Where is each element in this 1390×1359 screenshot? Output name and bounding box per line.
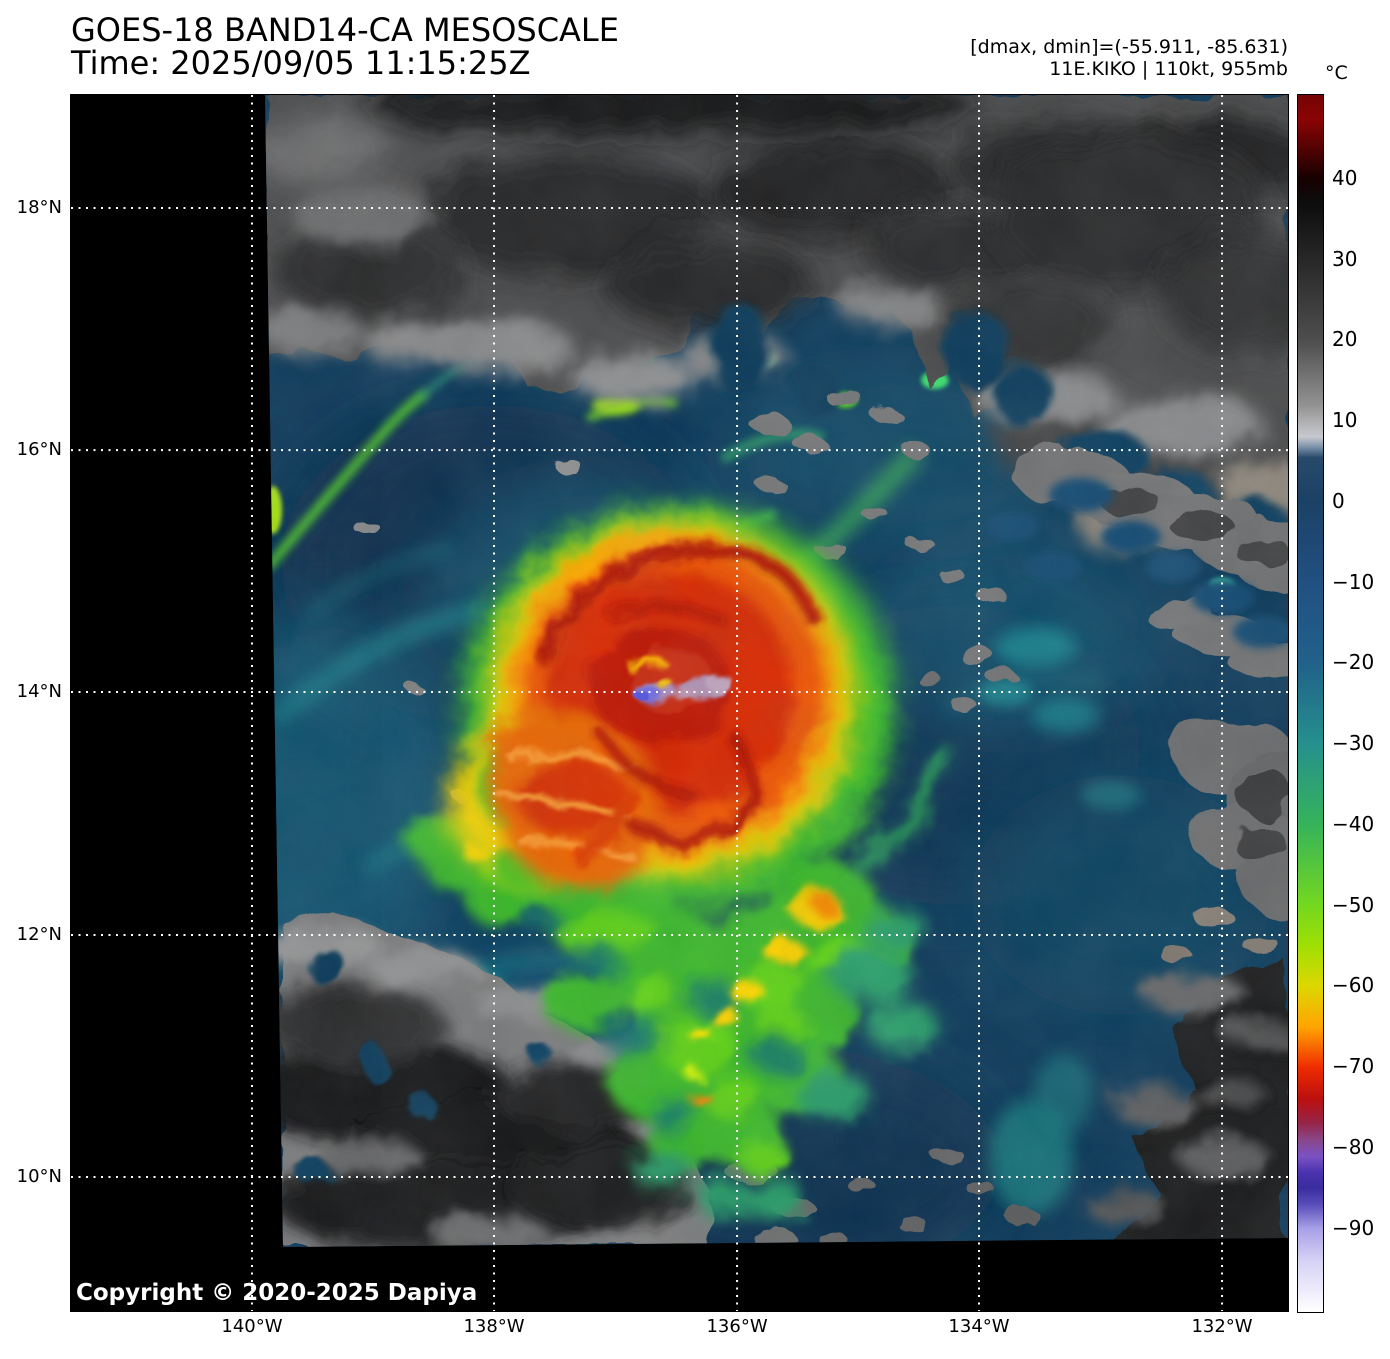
noise-texture-dark	[265, 95, 1288, 1247]
lat-label: 18°N	[16, 196, 62, 218]
colorbar-tick-label: −10	[1332, 569, 1375, 594]
title-line1: GOES-18 BAND14-CA MESOSCALE	[71, 11, 619, 49]
colorbar-tick-label: 30	[1332, 246, 1358, 271]
annotation-dmax-dmin: [dmax, dmin]=(-55.911, -85.631)	[970, 36, 1288, 58]
lat-label: 12°N	[16, 924, 62, 945]
map-plot	[70, 94, 1289, 1312]
colorbar-tick-label: −20	[1332, 650, 1375, 675]
lon-label: 132°W	[1191, 1316, 1253, 1337]
lon-label: 140°W	[221, 1316, 283, 1337]
colorbar-tick-label: 40	[1332, 165, 1358, 190]
lon-label: 136°W	[706, 1316, 768, 1337]
satellite-image	[71, 95, 1288, 1311]
lon-label: 134°W	[948, 1316, 1010, 1337]
colorbar-tick-label: −80	[1332, 1134, 1375, 1159]
annotation-block: [dmax, dmin]=(-55.911, -85.631) 11E.KIKO …	[970, 36, 1288, 80]
colorbar-tick-label: 20	[1332, 327, 1358, 352]
page-title: GOES-18 BAND14-CA MESOSCALE Time: 2025/09…	[71, 14, 619, 80]
colorbar-unit-label: °C	[1325, 62, 1348, 84]
colorbar	[1297, 94, 1324, 1313]
lat-label: 10°N	[16, 1165, 62, 1187]
colorbar-tick-label: −30	[1332, 731, 1375, 756]
annotation-storm-info: 11E.KIKO | 110kt, 955mb	[1049, 58, 1288, 80]
colorbar-tick-label: 0	[1332, 488, 1345, 513]
lat-label: 16°N	[16, 439, 62, 461]
title-line2: Time: 2025/09/05 11:15:25Z	[71, 44, 531, 82]
colorbar-tick-label: 10	[1332, 408, 1358, 433]
colorbar-tick-label: −50	[1332, 892, 1375, 917]
copyright-watermark: Copyright © 2020-2025 Dapiya	[76, 1280, 478, 1306]
colorbar-tick-label: −70	[1332, 1054, 1375, 1079]
latlon-gridlines	[71, 95, 1288, 1311]
lat-label: 14°N	[16, 681, 62, 703]
colorbar-tick-label: −40	[1332, 811, 1375, 836]
lon-label: 138°W	[463, 1316, 525, 1337]
colorbar-tick-label: −60	[1332, 973, 1375, 998]
colorbar-tick-label: −90	[1332, 1215, 1375, 1240]
